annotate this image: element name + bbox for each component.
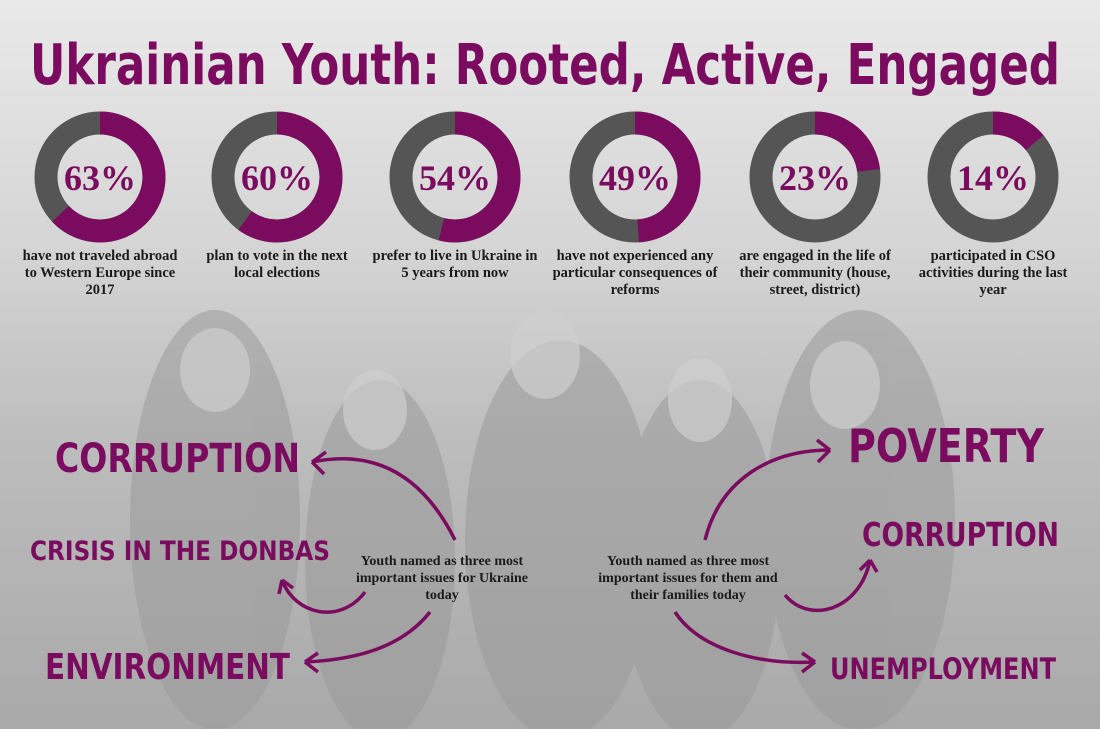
donut-arc — [389, 111, 521, 243]
issues-caption: Youth named as three most important issu… — [598, 554, 778, 603]
issue-label: ENVIRONMENT — [45, 647, 290, 688]
stat-caption: are engaged in the life of their communi… — [739, 248, 891, 298]
issue-label: CRISIS IN THE DONBAS — [30, 536, 330, 567]
title: Ukrainian Youth: Rooted, Active, Engaged — [30, 33, 1060, 98]
issue-label: POVERTY — [848, 419, 1045, 473]
donut-label: 14% — [957, 158, 1029, 198]
issues-caption: Youth named as three most important issu… — [355, 554, 529, 603]
donut-label: 63% — [64, 158, 136, 198]
stat-caption: have not experienced any particular cons… — [552, 248, 718, 298]
donut-arc — [211, 111, 343, 243]
issue-label: UNEMPLOYMENT — [830, 652, 1056, 686]
arrows — [277, 438, 879, 674]
donut-arc — [927, 111, 1059, 243]
stat-caption: plan to vote in the next local elections — [206, 248, 348, 281]
issue-label: CORRUPTION — [862, 515, 1059, 554]
issue-label: CORRUPTION — [55, 436, 300, 482]
stat-caption: participated in CSO activities during th… — [918, 248, 1068, 298]
donut-arc — [749, 111, 881, 243]
donut-label: 60% — [241, 158, 313, 198]
donut-label: 49% — [599, 158, 671, 198]
stat-caption: have not traveled abroad to Western Euro… — [22, 248, 178, 298]
stat-caption: prefer to live in Ukraine in 5 years fro… — [372, 248, 538, 281]
donut-label: 23% — [779, 158, 851, 198]
donut-label: 54% — [419, 158, 491, 198]
donut-arc — [34, 111, 166, 243]
donut-arc — [569, 111, 701, 243]
